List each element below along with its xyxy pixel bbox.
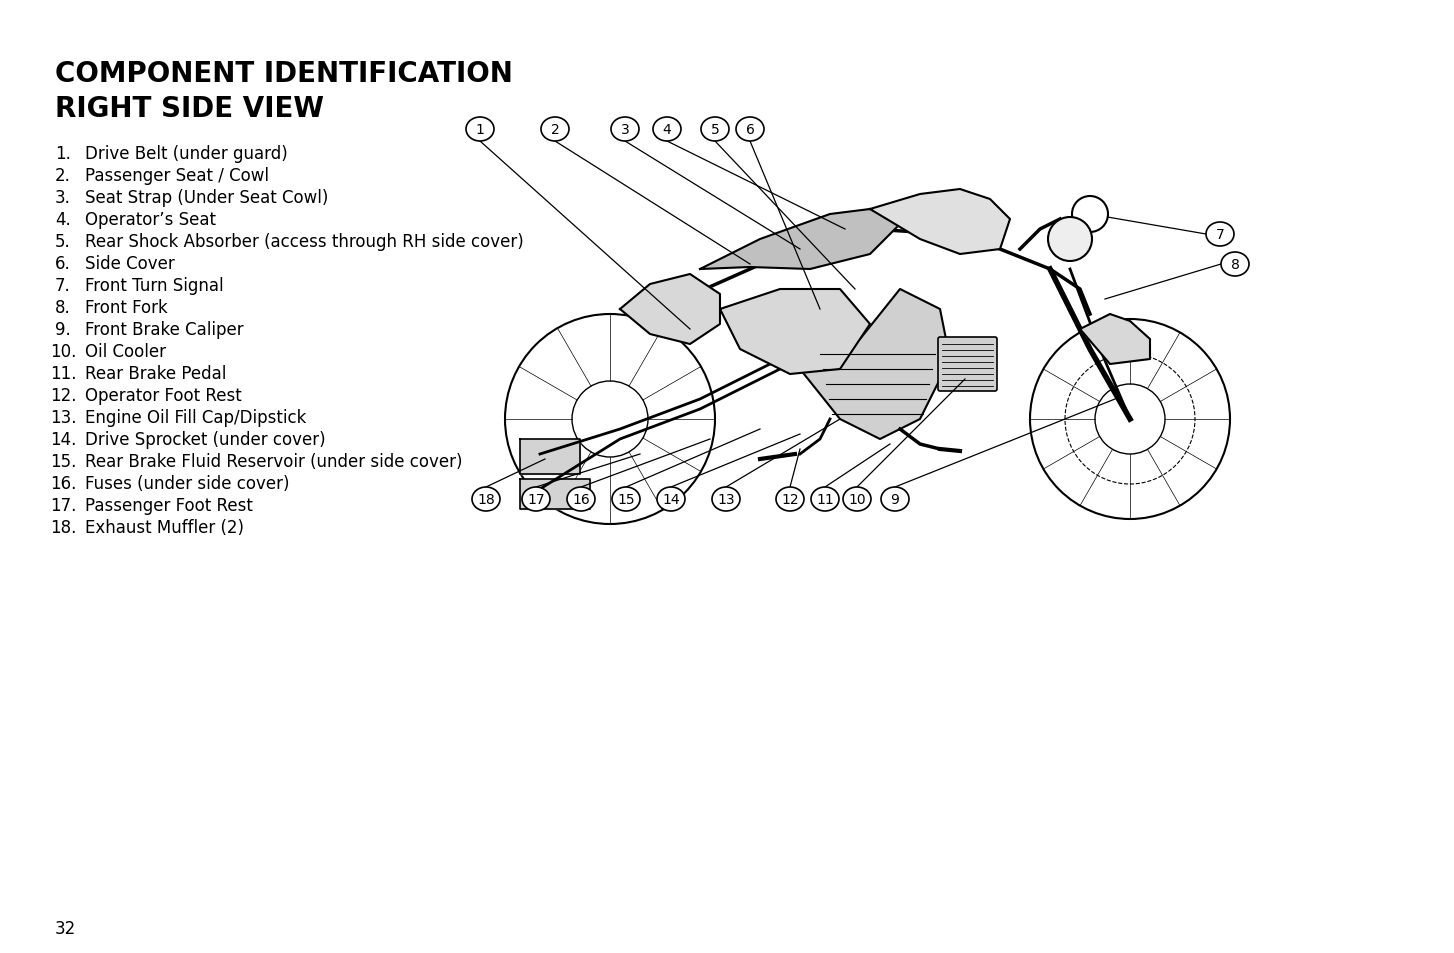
Ellipse shape — [612, 488, 640, 512]
Polygon shape — [720, 290, 869, 375]
Text: 10: 10 — [848, 493, 865, 506]
Text: Drive Belt (under guard): Drive Belt (under guard) — [84, 145, 288, 163]
Polygon shape — [1080, 314, 1150, 365]
Text: 9.: 9. — [55, 320, 71, 338]
Ellipse shape — [465, 118, 494, 142]
Text: Drive Sprocket (under cover): Drive Sprocket (under cover) — [84, 431, 326, 449]
Text: 8.: 8. — [55, 298, 71, 316]
Text: 4: 4 — [663, 123, 672, 137]
Ellipse shape — [567, 488, 595, 512]
Ellipse shape — [881, 488, 909, 512]
Text: 4.: 4. — [55, 211, 71, 229]
Polygon shape — [619, 274, 720, 345]
Polygon shape — [800, 290, 949, 439]
Text: 5: 5 — [711, 123, 720, 137]
Text: 2: 2 — [551, 123, 560, 137]
Text: 10.: 10. — [49, 343, 77, 360]
Text: Front Brake Caliper: Front Brake Caliper — [84, 320, 244, 338]
Ellipse shape — [541, 118, 569, 142]
Polygon shape — [521, 439, 580, 475]
Text: Fuses (under side cover): Fuses (under side cover) — [84, 475, 289, 493]
Text: 6.: 6. — [55, 254, 71, 273]
FancyBboxPatch shape — [938, 337, 997, 392]
Text: 8: 8 — [1230, 257, 1239, 272]
Text: Passenger Seat / Cowl: Passenger Seat / Cowl — [84, 167, 269, 185]
Ellipse shape — [653, 118, 680, 142]
Circle shape — [1048, 218, 1092, 262]
Text: Exhaust Muffler (2): Exhaust Muffler (2) — [84, 518, 244, 537]
Ellipse shape — [736, 118, 763, 142]
Text: 17: 17 — [528, 493, 545, 506]
Ellipse shape — [701, 118, 728, 142]
Text: 12.: 12. — [49, 387, 77, 405]
Text: Engine Oil Fill Cap/Dipstick: Engine Oil Fill Cap/Dipstick — [84, 409, 307, 427]
Ellipse shape — [1221, 253, 1249, 276]
Text: 16.: 16. — [49, 475, 77, 493]
Ellipse shape — [776, 488, 804, 512]
Text: 1: 1 — [475, 123, 484, 137]
Ellipse shape — [843, 488, 871, 512]
Text: 3.: 3. — [55, 189, 71, 207]
Text: 16: 16 — [571, 493, 590, 506]
Text: Rear Brake Fluid Reservoir (under side cover): Rear Brake Fluid Reservoir (under side c… — [84, 453, 462, 471]
Text: 2.: 2. — [55, 167, 71, 185]
Text: 9: 9 — [890, 493, 900, 506]
Text: Operator’s Seat: Operator’s Seat — [84, 211, 217, 229]
Ellipse shape — [657, 488, 685, 512]
Text: 15.: 15. — [49, 453, 77, 471]
Text: 6: 6 — [746, 123, 755, 137]
Text: 11.: 11. — [49, 365, 77, 382]
Text: Passenger Foot Rest: Passenger Foot Rest — [84, 497, 253, 515]
Text: 7.: 7. — [55, 276, 71, 294]
Text: 7: 7 — [1216, 228, 1224, 242]
Polygon shape — [521, 479, 590, 510]
Ellipse shape — [811, 488, 839, 512]
Text: Rear Brake Pedal: Rear Brake Pedal — [84, 365, 227, 382]
Text: Side Cover: Side Cover — [84, 254, 174, 273]
Text: Front Turn Signal: Front Turn Signal — [84, 276, 224, 294]
Ellipse shape — [1205, 223, 1234, 247]
Ellipse shape — [522, 488, 550, 512]
Text: COMPONENT IDENTIFICATION: COMPONENT IDENTIFICATION — [55, 60, 513, 88]
Polygon shape — [869, 190, 1011, 254]
Circle shape — [1072, 196, 1108, 233]
Text: 32: 32 — [55, 919, 76, 937]
Text: 3: 3 — [621, 123, 630, 137]
Text: 13: 13 — [717, 493, 734, 506]
Text: 18.: 18. — [49, 518, 77, 537]
Polygon shape — [699, 210, 900, 270]
Text: Rear Shock Absorber (access through RH side cover): Rear Shock Absorber (access through RH s… — [84, 233, 523, 251]
Text: 17.: 17. — [49, 497, 77, 515]
Text: 11: 11 — [816, 493, 835, 506]
Text: 12: 12 — [781, 493, 798, 506]
Text: Oil Cooler: Oil Cooler — [84, 343, 166, 360]
Text: RIGHT SIDE VIEW: RIGHT SIDE VIEW — [55, 95, 324, 123]
Text: 13.: 13. — [49, 409, 77, 427]
Ellipse shape — [611, 118, 638, 142]
Text: 5.: 5. — [55, 233, 71, 251]
Text: Front Fork: Front Fork — [84, 298, 167, 316]
Ellipse shape — [712, 488, 740, 512]
Ellipse shape — [473, 488, 500, 512]
Text: 18: 18 — [477, 493, 494, 506]
Text: 15: 15 — [616, 493, 635, 506]
Text: 14: 14 — [662, 493, 680, 506]
Text: Operator Foot Rest: Operator Foot Rest — [84, 387, 241, 405]
Text: 14.: 14. — [49, 431, 77, 449]
Text: 1.: 1. — [55, 145, 71, 163]
Text: Seat Strap (Under Seat Cowl): Seat Strap (Under Seat Cowl) — [84, 189, 329, 207]
